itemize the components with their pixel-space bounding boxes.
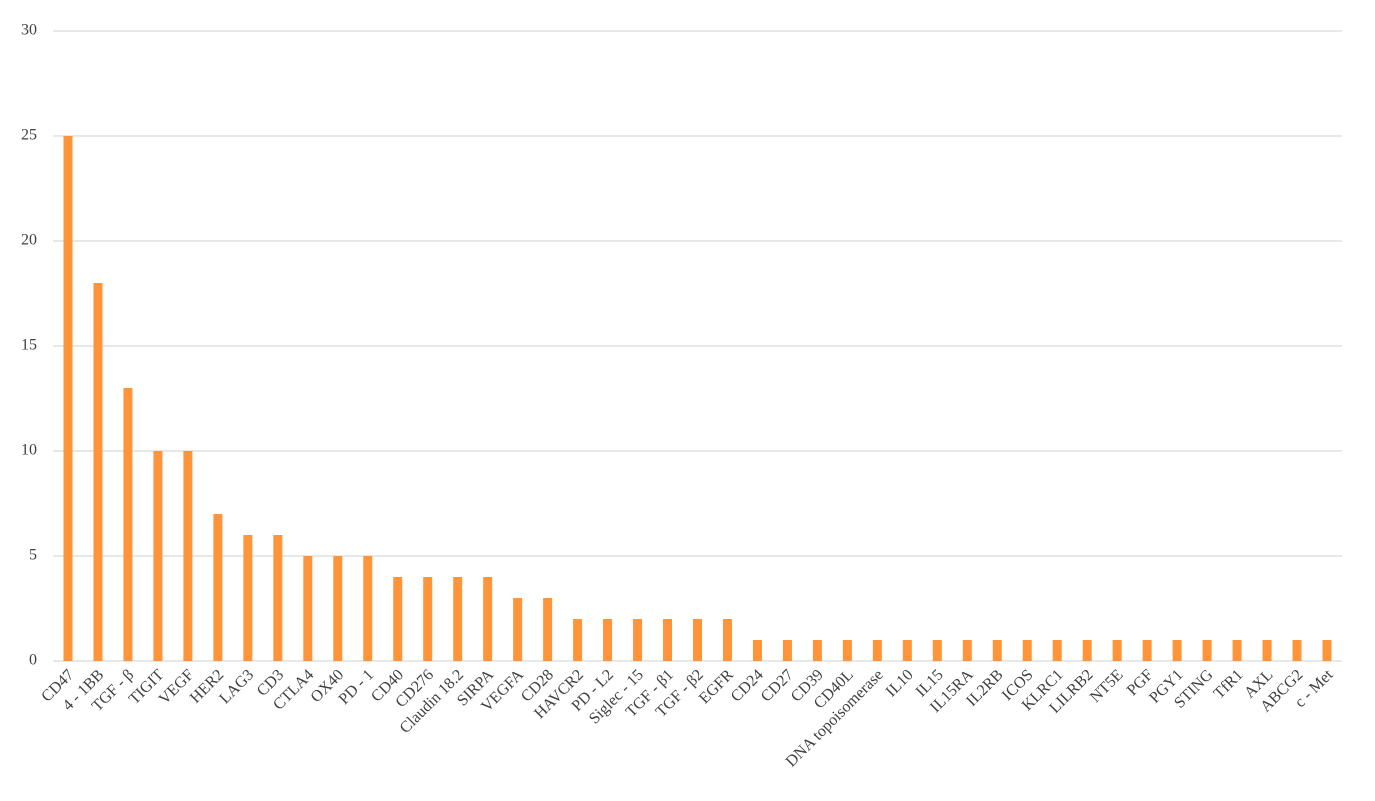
bar (962, 640, 972, 661)
bar (63, 136, 73, 661)
bar (1292, 640, 1302, 661)
bar (1082, 640, 1092, 661)
x-tick-label: VEGF (156, 666, 198, 708)
bar (722, 619, 732, 661)
bar (992, 640, 1002, 661)
bar (782, 640, 792, 661)
y-tick-label: 25 (21, 127, 37, 144)
y-tick-label: 0 (29, 652, 37, 669)
bar (543, 598, 553, 661)
bar (1052, 640, 1062, 661)
bar (123, 388, 133, 661)
x-tick-label: LAG3 (216, 666, 257, 707)
x-tick-label: EGFR (696, 666, 737, 707)
bar (603, 619, 613, 661)
x-tick-label: NT5E (1087, 666, 1127, 706)
bar (1262, 640, 1272, 661)
bar (213, 514, 223, 661)
y-tick-label: 20 (21, 232, 37, 249)
bar (1202, 640, 1212, 661)
bar (902, 640, 912, 661)
bar (872, 640, 882, 661)
bar (423, 577, 433, 661)
bar (1172, 640, 1182, 661)
bar (393, 577, 403, 661)
x-tick-label: IL10 (883, 666, 917, 700)
x-tick-label: PD - 1 (336, 666, 378, 708)
bar (273, 535, 283, 661)
bar (812, 640, 822, 661)
bar (693, 619, 702, 661)
bar (1322, 640, 1332, 661)
y-tick-label: 30 (21, 22, 37, 39)
x-tick-label: CD27 (758, 666, 797, 705)
bar (842, 640, 852, 661)
bar (183, 451, 193, 661)
y-tick-label: 15 (21, 337, 37, 354)
bar (1232, 640, 1242, 661)
y-tick-label: 5 (29, 547, 37, 564)
x-tick-label: TfR1 (1211, 666, 1247, 702)
bar (1112, 640, 1122, 661)
bar (333, 556, 343, 661)
bar (453, 577, 463, 661)
bar (153, 451, 163, 661)
x-tick-label: CD24 (728, 666, 767, 705)
bar (1142, 640, 1152, 661)
bar (303, 556, 313, 661)
y-tick-label: 10 (21, 442, 37, 459)
bar (513, 598, 523, 661)
bar (663, 619, 673, 661)
bar (932, 640, 942, 661)
bar (483, 577, 493, 661)
bar (752, 640, 762, 661)
bar (573, 619, 583, 661)
bar (243, 535, 253, 661)
bar (363, 556, 373, 661)
bar (93, 283, 103, 661)
bar (633, 619, 643, 661)
bar (1022, 640, 1032, 661)
